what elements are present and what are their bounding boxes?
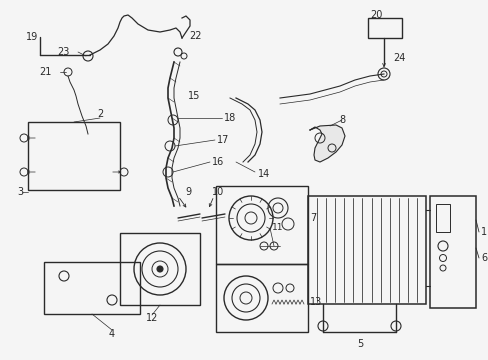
Text: 11: 11 <box>271 224 283 233</box>
Text: 2: 2 <box>97 109 103 119</box>
Text: 22: 22 <box>189 31 202 41</box>
Text: 21: 21 <box>40 67 52 77</box>
Text: 1: 1 <box>480 227 486 237</box>
Polygon shape <box>309 125 345 162</box>
Bar <box>429 196 475 308</box>
Text: 7: 7 <box>309 213 316 223</box>
Text: 8: 8 <box>338 115 345 125</box>
Bar <box>216 186 307 264</box>
Text: 18: 18 <box>224 113 236 123</box>
Text: 6: 6 <box>480 253 486 263</box>
Text: 3: 3 <box>17 187 23 197</box>
Bar <box>435 204 449 232</box>
Bar <box>28 122 120 190</box>
Text: 12: 12 <box>145 313 158 323</box>
Text: 14: 14 <box>258 169 270 179</box>
Bar <box>44 262 140 314</box>
Text: 10: 10 <box>211 187 224 197</box>
Text: 4: 4 <box>109 329 115 339</box>
Text: 9: 9 <box>184 187 191 197</box>
Bar <box>367 18 401 38</box>
Text: 5: 5 <box>356 339 363 349</box>
Text: 24: 24 <box>392 53 405 63</box>
Bar <box>120 233 200 305</box>
Circle shape <box>157 266 163 272</box>
Text: 17: 17 <box>217 135 229 145</box>
Text: 20: 20 <box>369 10 382 20</box>
Text: 15: 15 <box>187 91 200 101</box>
Text: 13: 13 <box>309 297 322 307</box>
Text: 23: 23 <box>58 47 70 57</box>
Text: 16: 16 <box>212 157 224 167</box>
Bar <box>307 196 425 304</box>
Text: 19: 19 <box>26 32 38 42</box>
Bar <box>216 264 307 332</box>
